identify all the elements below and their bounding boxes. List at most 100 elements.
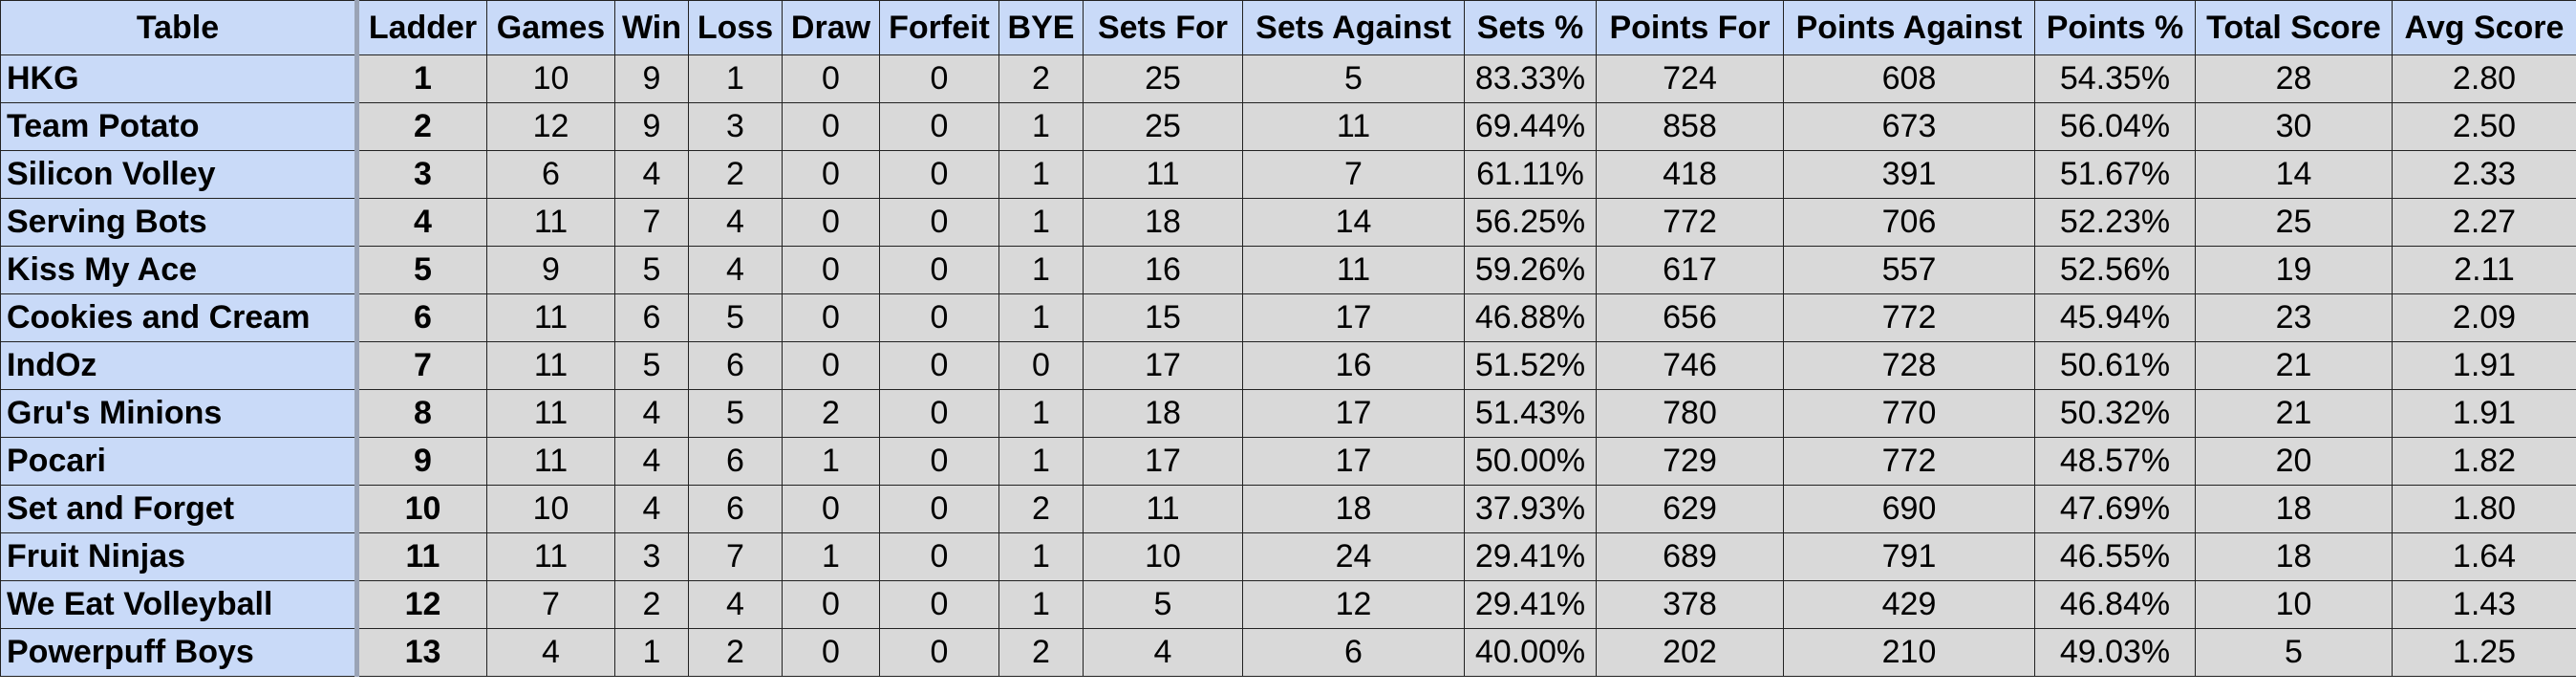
cell: 6 bbox=[356, 293, 487, 342]
column-header: Points For bbox=[1596, 0, 1784, 55]
cell: 47.69% bbox=[2034, 485, 2196, 533]
cell: 25 bbox=[2195, 198, 2393, 247]
table-row: Team Potato 2 12 9 3 0 0 1 25 11 69.44% 858 673 56.04… bbox=[0, 102, 2576, 151]
cell: 1.91 bbox=[2392, 341, 2576, 390]
cell: 0 bbox=[879, 580, 999, 629]
cell: 724 bbox=[1596, 54, 1784, 103]
cell: 4 bbox=[688, 580, 783, 629]
cell: 24 bbox=[1242, 532, 1465, 581]
cell: 0 bbox=[879, 485, 999, 533]
column-header: Forfeit bbox=[879, 0, 999, 55]
cell: 1 bbox=[998, 437, 1084, 486]
standings-table: Table Ladder Games Win Loss Draw Forfeit BYE Set… bbox=[0, 0, 2576, 677]
cell: 1 bbox=[998, 150, 1084, 199]
team-name: Gru's Minions bbox=[0, 389, 359, 438]
cell: 11 bbox=[486, 293, 615, 342]
cell: 46.88% bbox=[1464, 293, 1597, 342]
cell: 11 bbox=[486, 198, 615, 247]
column-header: Loss bbox=[688, 0, 783, 55]
cell: 5 bbox=[2195, 628, 2393, 677]
cell: 0 bbox=[782, 293, 880, 342]
cell: 608 bbox=[1783, 54, 2035, 103]
cell: 61.11% bbox=[1464, 150, 1597, 199]
cell: 11 bbox=[1083, 485, 1243, 533]
cell: 52.56% bbox=[2034, 246, 2196, 294]
team-name: Powerpuff Boys bbox=[0, 628, 359, 677]
cell: 9 bbox=[614, 54, 689, 103]
cell: 5 bbox=[614, 341, 689, 390]
cell: 11 bbox=[486, 389, 615, 438]
cell: 0 bbox=[782, 485, 880, 533]
cell: 780 bbox=[1596, 389, 1784, 438]
cell: 378 bbox=[1596, 580, 1784, 629]
cell: 52.23% bbox=[2034, 198, 2196, 247]
cell: 3 bbox=[688, 102, 783, 151]
cell: 5 bbox=[1242, 54, 1465, 103]
cell: 1 bbox=[998, 102, 1084, 151]
cell: 54.35% bbox=[2034, 54, 2196, 103]
cell: 2.11 bbox=[2392, 246, 2576, 294]
cell: 0 bbox=[879, 150, 999, 199]
cell: 2.33 bbox=[2392, 150, 2576, 199]
cell: 4 bbox=[688, 198, 783, 247]
cell: 18 bbox=[1083, 198, 1243, 247]
cell: 2 bbox=[688, 150, 783, 199]
cell: 629 bbox=[1596, 485, 1784, 533]
cell: 51.52% bbox=[1464, 341, 1597, 390]
cell: 0 bbox=[879, 628, 999, 677]
cell: 7 bbox=[1242, 150, 1465, 199]
cell: 4 bbox=[356, 198, 487, 247]
cell: 772 bbox=[1783, 293, 2035, 342]
column-header: Win bbox=[614, 0, 689, 55]
cell: 5 bbox=[614, 246, 689, 294]
team-name: Silicon Volley bbox=[0, 150, 359, 199]
cell: 729 bbox=[1596, 437, 1784, 486]
column-header: Sets For bbox=[1083, 0, 1243, 55]
cell: 9 bbox=[614, 102, 689, 151]
cell: 17 bbox=[1242, 389, 1465, 438]
cell: 46.55% bbox=[2034, 532, 2196, 581]
cell: 18 bbox=[1242, 485, 1465, 533]
cell: 2.09 bbox=[2392, 293, 2576, 342]
cell: 0 bbox=[782, 198, 880, 247]
cell: 2 bbox=[998, 54, 1084, 103]
cell: 12 bbox=[1242, 580, 1465, 629]
cell: 2.27 bbox=[2392, 198, 2576, 247]
cell: 1.82 bbox=[2392, 437, 2576, 486]
cell: 20 bbox=[2195, 437, 2393, 486]
cell: 69.44% bbox=[1464, 102, 1597, 151]
cell: 10 bbox=[486, 54, 615, 103]
cell: 10 bbox=[486, 485, 615, 533]
cell: 1.80 bbox=[2392, 485, 2576, 533]
cell: 3 bbox=[356, 150, 487, 199]
cell: 1 bbox=[688, 54, 783, 103]
column-header: BYE bbox=[998, 0, 1084, 55]
cell: 6 bbox=[688, 437, 783, 486]
cell: 25 bbox=[1083, 102, 1243, 151]
cell: 1 bbox=[998, 389, 1084, 438]
cell: 51.67% bbox=[2034, 150, 2196, 199]
cell: 7 bbox=[356, 341, 487, 390]
cell: 16 bbox=[1242, 341, 1465, 390]
column-header: Total Score bbox=[2195, 0, 2393, 55]
column-header: Draw bbox=[782, 0, 880, 55]
team-name: Fruit Ninjas bbox=[0, 532, 359, 581]
cell: 1 bbox=[782, 532, 880, 581]
column-header: Sets Against bbox=[1242, 0, 1465, 55]
cell: 0 bbox=[879, 293, 999, 342]
cell: 0 bbox=[782, 150, 880, 199]
cell: 689 bbox=[1596, 532, 1784, 581]
cell: 728 bbox=[1783, 341, 2035, 390]
cell: 50.61% bbox=[2034, 341, 2196, 390]
cell: 858 bbox=[1596, 102, 1784, 151]
cell: 18 bbox=[2195, 532, 2393, 581]
cell: 12 bbox=[486, 102, 615, 151]
cell: 46.84% bbox=[2034, 580, 2196, 629]
cell: 1.43 bbox=[2392, 580, 2576, 629]
cell: 11 bbox=[1242, 102, 1465, 151]
cell: 1 bbox=[998, 198, 1084, 247]
column-header: Points % bbox=[2034, 0, 2196, 55]
cell: 11 bbox=[1242, 246, 1465, 294]
cell: 29.41% bbox=[1464, 580, 1597, 629]
cell: 418 bbox=[1596, 150, 1784, 199]
